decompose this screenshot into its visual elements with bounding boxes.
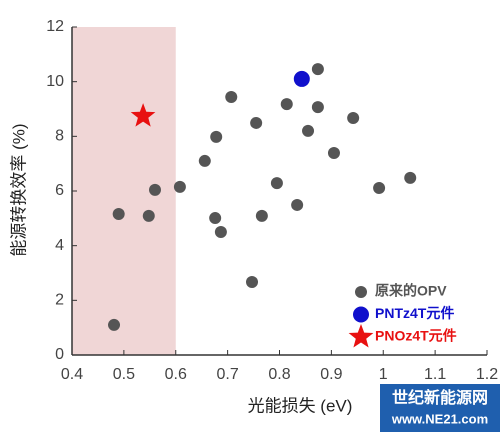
y-tick-label: 4	[55, 237, 64, 254]
x-tick-label: 0.7	[217, 366, 239, 383]
data-point	[302, 124, 315, 137]
legend-label: 原来的OPV	[375, 283, 447, 299]
data-point	[250, 116, 263, 129]
y-tick-label: 0	[55, 346, 64, 363]
x-tick-label: 1.2	[476, 366, 498, 383]
y-tick-label: 2	[55, 292, 64, 309]
watermark-title: 世纪新能源网	[392, 388, 488, 407]
data-point	[209, 212, 222, 225]
x-tick-label: 1.1	[424, 366, 446, 383]
data-point	[404, 171, 417, 184]
x-tick-label: 0.6	[165, 366, 187, 383]
legend-marker	[353, 306, 369, 323]
data-point	[311, 101, 324, 114]
y-tick-label: 12	[46, 18, 64, 35]
data-point	[246, 276, 259, 289]
watermark-box	[380, 384, 500, 432]
y-axis-label: 能源转换效率 (%)	[9, 123, 28, 256]
data-point	[210, 130, 223, 143]
data-point	[347, 112, 360, 125]
data-point	[130, 103, 156, 127]
data-point	[142, 209, 155, 222]
data-point	[108, 318, 121, 331]
data-point	[373, 181, 386, 194]
x-tick-label: 1	[379, 366, 388, 383]
data-point	[291, 198, 304, 211]
data-point	[173, 180, 186, 193]
y-tick-label: 6	[55, 182, 64, 199]
data-point	[112, 207, 125, 220]
y-tick-label: 8	[55, 128, 64, 145]
data-point	[327, 147, 340, 160]
x-tick-label: 0.9	[320, 366, 342, 383]
data-point	[198, 154, 211, 167]
legend-marker	[348, 324, 374, 348]
data-point	[311, 63, 324, 76]
data-point	[255, 209, 268, 222]
data-point	[270, 177, 283, 190]
watermark-url: www.NE21.com	[391, 411, 488, 426]
x-tick-label: 0.5	[113, 366, 135, 383]
legend-label: PNOz4T元件	[375, 328, 457, 344]
data-point	[214, 226, 227, 238]
x-axis-label: 光能损失 (eV)	[248, 396, 353, 415]
legend-marker	[355, 286, 367, 298]
y-tick-label: 10	[46, 73, 64, 90]
data-point	[225, 90, 238, 103]
data-point	[280, 98, 293, 111]
data-point	[149, 183, 161, 196]
data-point	[293, 70, 310, 87]
x-tick-label: 0.4	[61, 366, 83, 383]
x-tick-label: 0.8	[268, 366, 290, 383]
legend-label: PNTz4T元件	[375, 305, 454, 321]
